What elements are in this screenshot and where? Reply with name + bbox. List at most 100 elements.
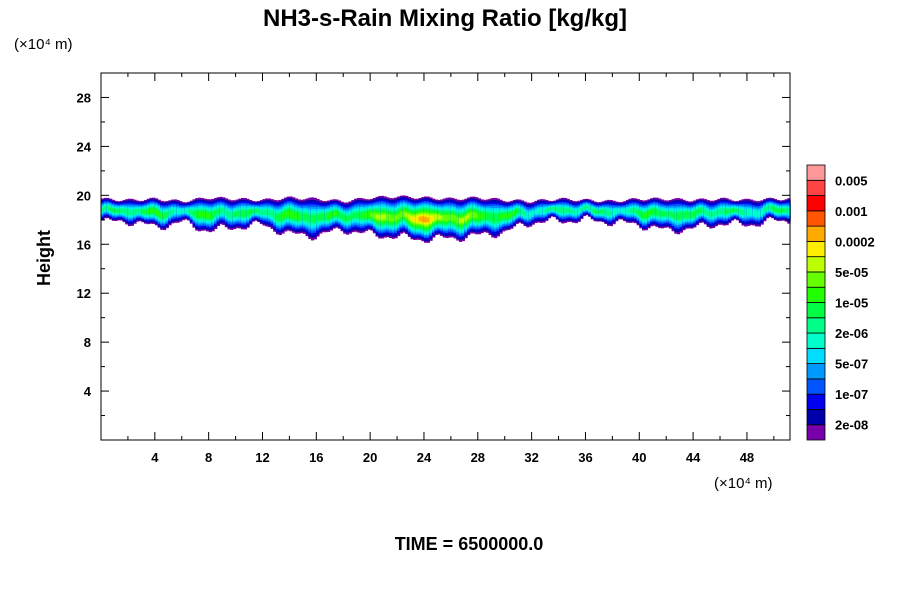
contour-cell	[327, 214, 331, 219]
contour-cell	[168, 210, 172, 216]
contour-field	[101, 195, 791, 243]
contour-cell	[195, 211, 199, 218]
contour-cell	[528, 212, 533, 218]
contour-cell	[776, 208, 780, 213]
contour-cell	[232, 212, 237, 217]
y-tick-label: 20	[77, 188, 91, 203]
contour-cell	[703, 209, 708, 215]
contour-cell	[730, 209, 735, 213]
contour-cell	[550, 207, 554, 211]
x-tick-label: 44	[686, 450, 701, 465]
contour-cell	[367, 211, 371, 218]
contour-cell	[267, 210, 272, 216]
contour-cell	[515, 209, 519, 215]
contour-cell	[639, 211, 643, 217]
contour-cell	[432, 215, 436, 221]
contour-cell	[752, 210, 756, 216]
contour-cell	[208, 213, 212, 218]
contour-cell	[173, 208, 177, 215]
colorbar-swatch	[806, 317, 826, 334]
contour-cell	[547, 207, 552, 212]
contour-cell	[240, 210, 245, 217]
contour-cell	[335, 211, 339, 216]
colorbar-label: 5e-05	[835, 265, 868, 280]
contour-cell	[755, 210, 759, 217]
contour-cell	[437, 214, 441, 220]
contour-cell	[741, 209, 745, 216]
contour-cell	[475, 213, 479, 219]
contour-cell	[574, 209, 578, 216]
contour-cell	[606, 210, 611, 216]
contour-cell	[275, 214, 280, 221]
x-tick-label: 16	[309, 450, 323, 465]
contour-cell	[733, 208, 737, 212]
contour-cell	[472, 212, 476, 219]
contour-cell	[493, 214, 498, 222]
contour-cell	[499, 214, 503, 219]
colorbar-swatch	[806, 210, 826, 227]
x-unit-label: (×10⁴ m)	[714, 475, 773, 492]
contour-cell	[604, 209, 608, 215]
contour-cell	[184, 208, 188, 214]
contour-cell	[227, 211, 231, 218]
contour-cell	[617, 208, 622, 213]
contour-cell	[682, 211, 686, 219]
contour-cell	[641, 212, 646, 219]
x-tick-label: 8	[205, 450, 212, 465]
contour-cell	[456, 216, 460, 224]
contour-cell	[310, 215, 315, 223]
contour-cell	[170, 209, 175, 214]
contour-cell	[485, 212, 490, 220]
time-label: TIME = 6500000.0	[395, 534, 544, 554]
contour-cell	[593, 210, 597, 213]
contour-cell	[771, 206, 775, 210]
contour-cell	[671, 212, 675, 218]
colorbar-swatch	[806, 225, 826, 242]
contour-cell	[448, 214, 452, 221]
contour-cell	[257, 209, 261, 214]
contour-cell	[660, 211, 665, 217]
contour-cell	[569, 209, 573, 213]
colorbar-label: 0.0002	[835, 234, 875, 249]
y-tick-label: 4	[84, 384, 92, 399]
contour-cell	[687, 212, 692, 218]
contour-cell	[157, 211, 161, 216]
contour-cell	[537, 208, 541, 214]
contour-cell	[332, 212, 336, 216]
contour-cell	[305, 214, 309, 221]
contour-cell	[539, 208, 543, 214]
contour-cell	[122, 208, 126, 214]
contour-cell	[722, 208, 727, 215]
contour-cell	[504, 213, 509, 219]
contour-cell	[162, 212, 167, 219]
contour-cell	[356, 212, 360, 218]
contour-cell	[284, 211, 288, 218]
contour-cell	[496, 213, 500, 222]
contour-cell	[343, 215, 347, 221]
contour-cell	[582, 206, 587, 210]
contour-cell	[281, 213, 285, 219]
contour-cell	[585, 205, 589, 209]
contour-cell	[375, 214, 379, 219]
contour-cell	[773, 207, 778, 212]
contour-cell	[512, 211, 517, 215]
contour-cell	[364, 212, 369, 218]
contour-cell	[152, 208, 156, 214]
colorbar-label: 5e-07	[835, 357, 868, 372]
contour-cell	[461, 218, 465, 223]
contour-cell	[706, 211, 710, 217]
colorbar-label: 2e-06	[835, 326, 868, 341]
contour-cell	[440, 215, 444, 220]
contour-cell	[647, 211, 651, 216]
contour-cell	[450, 214, 455, 221]
contour-cell	[685, 211, 689, 218]
contour-cell	[760, 209, 764, 216]
contour-cell	[214, 210, 218, 217]
contour-cell	[693, 211, 697, 217]
contour-cell	[784, 207, 788, 213]
colorbar-swatch	[806, 378, 826, 395]
contour-cell	[380, 214, 385, 220]
contour-cell	[695, 209, 700, 215]
y-tick-label: 28	[77, 90, 91, 105]
colorbar-swatch	[806, 302, 826, 319]
